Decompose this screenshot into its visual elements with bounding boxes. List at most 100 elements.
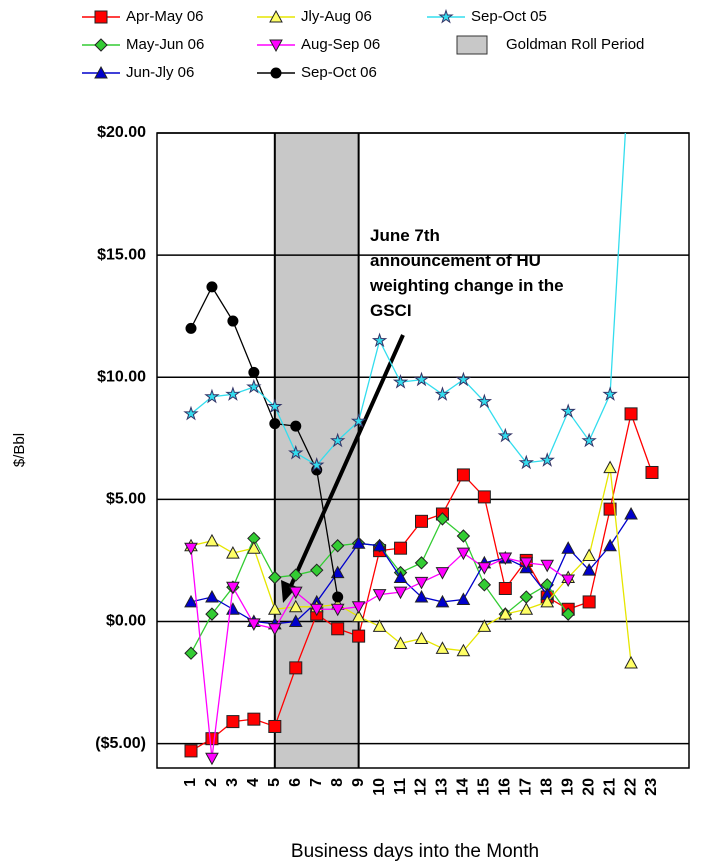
marker xyxy=(289,568,303,582)
marker xyxy=(288,586,303,600)
x-tick-label: 22 xyxy=(622,778,639,796)
marker xyxy=(582,563,596,576)
marker xyxy=(226,546,240,559)
marker xyxy=(372,538,387,552)
marker xyxy=(288,614,303,627)
marker xyxy=(352,629,366,643)
marker xyxy=(434,386,451,401)
marker xyxy=(227,315,239,327)
marker xyxy=(288,599,303,613)
marker xyxy=(435,594,450,608)
marker xyxy=(582,548,596,562)
marker xyxy=(226,581,240,595)
marker xyxy=(477,490,491,504)
marker xyxy=(435,567,450,580)
marker xyxy=(330,539,345,553)
marker xyxy=(246,378,262,394)
y-tick-label: $20.00 xyxy=(97,124,146,141)
marker xyxy=(205,752,219,766)
marker xyxy=(602,386,618,401)
marker xyxy=(477,578,492,592)
marker xyxy=(247,618,261,631)
marker xyxy=(267,602,282,615)
marker xyxy=(582,595,596,609)
marker xyxy=(624,506,638,520)
x-tick-label: 3 xyxy=(224,778,241,787)
marker xyxy=(351,609,366,623)
marker xyxy=(581,432,597,448)
legend-label: Apr-May 06 xyxy=(126,8,204,25)
marker xyxy=(414,576,429,590)
marker xyxy=(498,552,513,566)
x-tick-label: 1 xyxy=(182,778,199,787)
plot-area xyxy=(183,133,659,766)
marker xyxy=(392,374,409,389)
marker xyxy=(94,65,108,79)
marker xyxy=(393,586,408,600)
marker xyxy=(331,622,345,636)
marker xyxy=(226,715,240,729)
marker xyxy=(205,533,219,547)
marker xyxy=(269,39,283,53)
x-tick-label: 14 xyxy=(455,778,472,796)
marker xyxy=(540,559,555,573)
marker xyxy=(330,603,345,617)
marker xyxy=(393,570,408,583)
marker xyxy=(539,452,555,467)
annotation: June 7th announcement of HU weighting chan… xyxy=(369,226,564,320)
marker xyxy=(519,557,534,570)
arrow-shaft xyxy=(288,334,405,589)
marker xyxy=(267,398,283,414)
marker xyxy=(456,547,471,561)
roll-period xyxy=(274,133,359,768)
series-line xyxy=(190,133,626,466)
marker xyxy=(185,322,197,334)
marker xyxy=(94,38,108,52)
x-tick-label: 4 xyxy=(245,778,262,787)
y-tick-label: $0.00 xyxy=(106,613,146,630)
marker xyxy=(561,574,576,587)
marker xyxy=(247,541,261,554)
legend-label: Jun-Jly 06 xyxy=(126,64,194,81)
marker xyxy=(94,10,108,24)
legend-label: May-Jun 06 xyxy=(126,36,204,53)
x-tick-label: 18 xyxy=(538,778,555,796)
marker xyxy=(477,619,492,632)
marker xyxy=(414,589,429,603)
marker xyxy=(225,386,241,401)
legend-label: Goldman Roll Period xyxy=(506,36,644,53)
marker xyxy=(329,432,346,448)
marker xyxy=(205,732,219,746)
legend-swatch xyxy=(456,35,488,55)
marker xyxy=(310,563,324,577)
marker xyxy=(414,631,429,645)
marker xyxy=(205,607,219,621)
marker xyxy=(288,444,304,460)
marker xyxy=(560,403,576,418)
series-line xyxy=(190,467,632,664)
y-axis-label: $/Bbl xyxy=(11,433,28,467)
y-tick-label: $15.00 xyxy=(97,246,146,263)
marker xyxy=(393,636,408,649)
x-tick-label: 8 xyxy=(329,778,346,787)
marker xyxy=(351,601,366,614)
marker xyxy=(518,454,534,470)
marker xyxy=(290,420,302,432)
marker xyxy=(332,591,344,603)
marker xyxy=(267,623,282,636)
x-tick-label: 15 xyxy=(476,778,493,796)
marker xyxy=(498,581,512,595)
marker xyxy=(269,418,281,430)
x-tick-label: 21 xyxy=(601,778,618,796)
marker xyxy=(561,541,576,554)
x-tick-label: 6 xyxy=(287,778,304,787)
marker xyxy=(268,570,282,585)
arrow-head xyxy=(281,580,297,603)
marker xyxy=(247,712,261,726)
x-tick-label: 17 xyxy=(517,778,534,796)
marker xyxy=(413,371,430,387)
legend-label: Sep-Oct 06 xyxy=(301,64,377,81)
marker xyxy=(269,9,283,23)
x-tick-label: 19 xyxy=(559,778,576,796)
marker xyxy=(624,655,638,669)
